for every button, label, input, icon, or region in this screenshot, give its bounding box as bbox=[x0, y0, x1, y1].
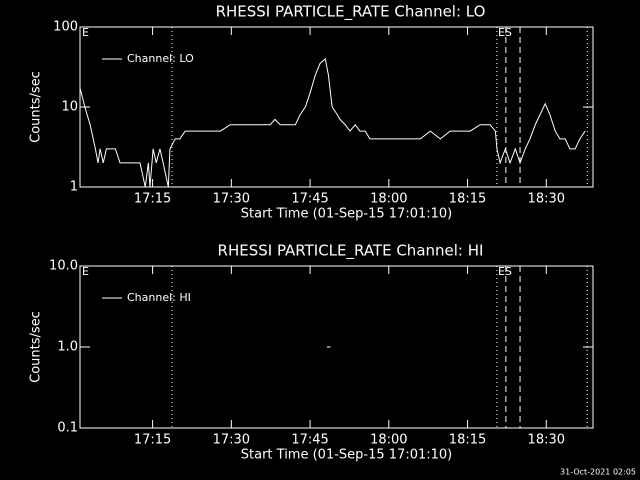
x-tick-label: 17:45 bbox=[291, 192, 328, 207]
y-axis-label: Counts/sec bbox=[29, 71, 44, 143]
x-tick-label: 18:15 bbox=[449, 433, 486, 448]
y-tick-label: 1 bbox=[70, 180, 78, 195]
x-tick-label: 17:30 bbox=[213, 192, 250, 207]
y-tick-label: 10 bbox=[61, 100, 78, 115]
x-axis-label: Start Time (01-Sep-15 17:01:10) bbox=[241, 448, 452, 463]
x-axis-label: Start Time (01-Sep-15 17:01:10) bbox=[241, 207, 452, 222]
plot-frame bbox=[79, 26, 594, 188]
y-tick-label: 1.0 bbox=[57, 340, 78, 355]
chart-title: RHESSI PARTICLE_RATE Channel: LO bbox=[216, 3, 486, 22]
x-tick-label: 18:30 bbox=[528, 433, 565, 448]
legend-label: Channel: LO bbox=[127, 52, 194, 65]
x-tick-label: 17:15 bbox=[134, 192, 171, 207]
x-tick-label: 17:15 bbox=[134, 433, 171, 448]
legend-label: Channel: HI bbox=[127, 291, 191, 304]
annotation: ES bbox=[498, 26, 512, 39]
x-tick-label: 17:45 bbox=[291, 433, 328, 448]
x-tick-label: 18:00 bbox=[370, 433, 407, 448]
x-tick-label: 18:00 bbox=[370, 192, 407, 207]
chart-title: RHESSI PARTICLE_RATE Channel: HI bbox=[218, 242, 484, 261]
y-tick-label: 0.1 bbox=[57, 421, 78, 436]
annotation: ES bbox=[498, 265, 512, 278]
x-tick-label: 18:15 bbox=[449, 192, 486, 207]
y-tick-label: 100 bbox=[53, 20, 78, 35]
annotation: E bbox=[82, 26, 89, 39]
y-tick-label: 10.0 bbox=[49, 259, 78, 274]
x-tick-label: 17:30 bbox=[213, 433, 250, 448]
y-axis-label: Counts/sec bbox=[29, 311, 44, 383]
data-line bbox=[79, 57, 586, 188]
x-tick-label: 18:30 bbox=[528, 192, 565, 207]
timestamp: 31-Oct-2021 02:05 bbox=[560, 468, 636, 477]
annotation: E bbox=[82, 265, 89, 278]
